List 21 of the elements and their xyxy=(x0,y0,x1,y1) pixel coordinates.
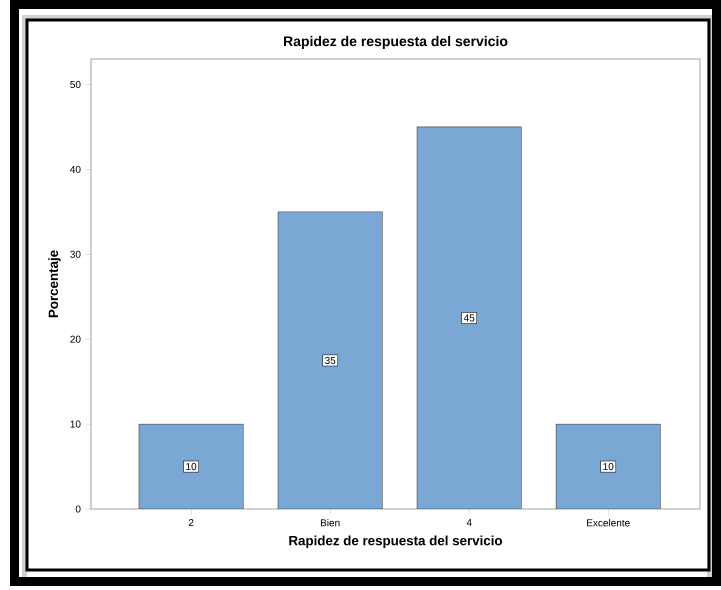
x-tick-label: 2 xyxy=(188,519,194,526)
x-tick-label: Bien xyxy=(320,519,340,526)
x-tick-label: Excelente xyxy=(587,519,630,526)
bar xyxy=(138,424,244,509)
data-label: 10 xyxy=(603,463,614,470)
x-axis-title: Rapidez de respuesta del servicio xyxy=(289,536,502,548)
y-tick-label: 40 xyxy=(70,166,81,173)
data-label: 45 xyxy=(464,314,474,322)
x-tick-label: 4 xyxy=(466,519,472,526)
y-axis-title: Porcentaje xyxy=(48,250,61,318)
data-label: 35 xyxy=(324,356,336,364)
bar xyxy=(416,126,522,509)
chart-title: Rapidez de respuesta del servicio xyxy=(284,36,508,49)
data-label: 10 xyxy=(186,463,196,470)
y-tick-label: 20 xyxy=(70,336,81,343)
y-tick-label: 50 xyxy=(70,80,81,88)
y-tick-label: 0 xyxy=(76,505,81,513)
bar xyxy=(278,212,383,509)
y-tick-label: 10 xyxy=(70,420,81,428)
y-tick-label: 30 xyxy=(70,250,81,258)
bar xyxy=(556,424,661,509)
